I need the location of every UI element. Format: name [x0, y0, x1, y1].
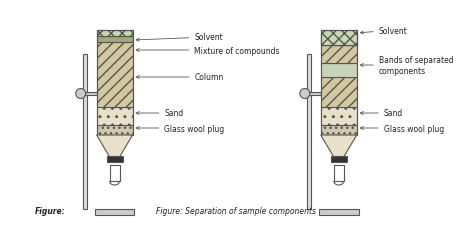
- Bar: [97, 108, 133, 126]
- Bar: [97, 31, 133, 37]
- Bar: [97, 43, 133, 108]
- Text: Sand: Sand: [136, 109, 183, 118]
- Text: Glass wool plug: Glass wool plug: [136, 124, 225, 133]
- Bar: [95, 209, 135, 215]
- Bar: [97, 31, 133, 135]
- Text: Glass wool plug: Glass wool plug: [360, 124, 444, 133]
- Circle shape: [300, 89, 310, 99]
- Text: Solvent: Solvent: [360, 26, 407, 35]
- Bar: [321, 34, 356, 46]
- Bar: [321, 64, 356, 78]
- Text: Mixture of compounds: Mixture of compounds: [136, 46, 280, 55]
- Bar: [107, 156, 123, 162]
- Bar: [321, 31, 356, 46]
- Bar: [321, 46, 356, 64]
- Bar: [321, 34, 356, 46]
- Bar: [109, 165, 119, 181]
- Text: Solvent: Solvent: [136, 33, 223, 42]
- Bar: [321, 78, 356, 108]
- Bar: [334, 165, 344, 181]
- Bar: [85, 93, 107, 96]
- Bar: [321, 126, 356, 135]
- Bar: [82, 55, 87, 209]
- Text: Column: Column: [136, 73, 224, 82]
- Text: Bands of separated
components: Bands of separated components: [360, 56, 453, 75]
- Polygon shape: [97, 135, 133, 157]
- Bar: [97, 126, 133, 135]
- Circle shape: [76, 89, 86, 99]
- Text: Figure: Separation of sample components: Figure: Separation of sample components: [156, 206, 316, 215]
- Bar: [97, 37, 133, 43]
- Bar: [319, 209, 359, 215]
- Bar: [309, 93, 331, 96]
- Polygon shape: [321, 135, 356, 157]
- Bar: [331, 156, 346, 162]
- Bar: [307, 55, 311, 209]
- Bar: [321, 31, 356, 135]
- Bar: [321, 108, 356, 126]
- Text: Sand: Sand: [360, 109, 403, 118]
- Text: Figure:: Figure:: [35, 206, 65, 215]
